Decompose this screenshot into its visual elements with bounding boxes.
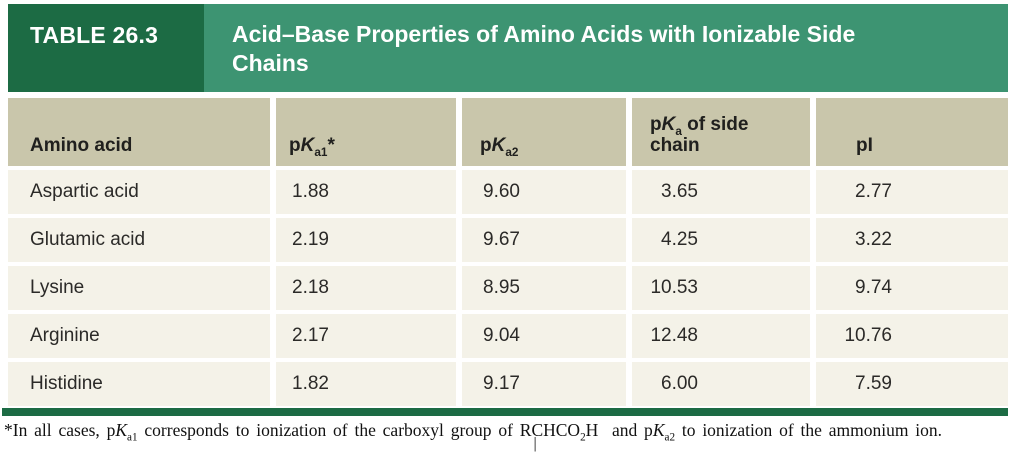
amino-acid-name: Aspartic acid (8, 170, 270, 214)
side-chain-pka-value: 12.48 (632, 314, 810, 358)
pka1-value: 2.18 (276, 266, 456, 310)
footnote: *In all cases, pKa1 corresponds to ioniz… (4, 420, 1008, 452)
table-number-label: TABLE 26.3 (8, 4, 204, 92)
pka2-value: 8.95 (462, 266, 626, 310)
pka2-value: 9.60 (462, 170, 626, 214)
table-title: Acid–Base Properties of Amino Acids with… (204, 4, 1008, 92)
pka1-value: 2.17 (276, 314, 456, 358)
amino-acid-name: Arginine (8, 314, 270, 358)
pka2-label: pKa2 (480, 135, 519, 159)
table-row: Aspartic acid 1.88 9.60 3.65 2.77 (8, 170, 1008, 214)
table-row: Glutamic acid 2.19 9.67 4.25 3.22 (8, 218, 1008, 262)
col-header-pka2: pKa2 (462, 98, 626, 166)
pka1-value: 2.19 (276, 218, 456, 262)
col-header-pka-side-chain: pKa of side chain (632, 98, 810, 166)
pka2-value: 9.17 (462, 362, 626, 406)
pi-value: 10.76 (816, 314, 1008, 358)
pi-value: 3.22 (816, 218, 1008, 262)
footnote-text: *In all cases, pKa1 corresponds to ioniz… (4, 420, 943, 452)
pka1-label: pKa1* (289, 135, 335, 159)
pka2-value: 9.04 (462, 314, 626, 358)
amino-acid-name: Lysine (8, 266, 270, 310)
pi-value: 2.77 (816, 170, 1008, 214)
table-title-bar: TABLE 26.3 Acid–Base Properties of Amino… (8, 4, 1008, 92)
side-chain-pka-value: 10.53 (632, 266, 810, 310)
pi-value: 7.59 (816, 362, 1008, 406)
side-chain-pka-value: 3.65 (632, 170, 810, 214)
table-title-text: Acid–Base Properties of Amino Acids with… (232, 21, 856, 76)
bond-line-icon: | (533, 435, 537, 452)
side-chain-pka-value: 4.25 (632, 218, 810, 262)
pka2-value: 9.67 (462, 218, 626, 262)
table-26-3: TABLE 26.3 Acid–Base Properties of Amino… (2, 4, 1008, 416)
side-chain-pka-value: 6.00 (632, 362, 810, 406)
formula-bond-carbon: C | (531, 420, 544, 452)
column-header-row: Amino acid pKa1* pKa2 pKa of side chain … (8, 98, 1008, 166)
table-row: Histidine 1.82 9.17 6.00 7.59 (8, 362, 1008, 406)
bottom-rule (2, 408, 1008, 416)
table-row: Arginine 2.17 9.04 12.48 10.76 (8, 314, 1008, 358)
col-header-amino-acid: Amino acid (8, 98, 270, 166)
amino-acid-name: Glutamic acid (8, 218, 270, 262)
col-header-pi: pI (816, 98, 1008, 166)
pi-value: 9.74 (816, 266, 1008, 310)
pka1-value: 1.88 (276, 170, 456, 214)
pka-side-chain-label: pKa of side chain (650, 114, 749, 156)
pka1-value: 1.82 (276, 362, 456, 406)
amino-acid-name: Histidine (8, 362, 270, 406)
table-row: Lysine 2.18 8.95 10.53 9.74 (8, 266, 1008, 310)
col-header-pka1: pKa1* (276, 98, 456, 166)
